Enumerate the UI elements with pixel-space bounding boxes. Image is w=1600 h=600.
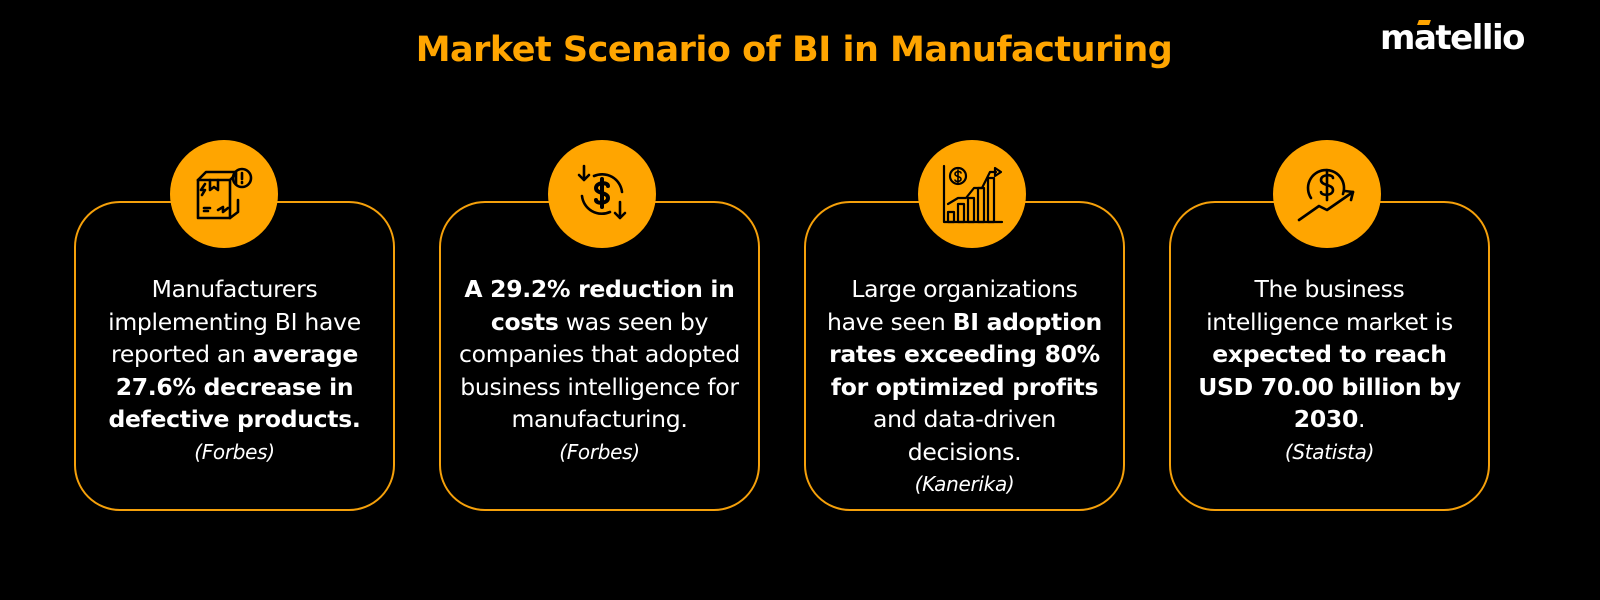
card-text-highlight: A 29.2% reduction in costs	[464, 275, 735, 336]
card-text-regular: Large organizations have seen	[826, 275, 1078, 336]
card-text-regular: The business intelligence market is	[1206, 275, 1453, 336]
card-text-highlight: BI adoption rates exceeding 80% for opti…	[829, 307, 1102, 401]
stat-card-market: The business intelligence market is expe…	[1169, 201, 1490, 511]
card-text: Manufacturers implementing BI have repor…	[76, 273, 393, 468]
card-text-regular: .	[1358, 405, 1366, 433]
matellio-logo: matellio	[1380, 18, 1526, 58]
card-source: (Forbes)	[559, 439, 640, 464]
stat-card-adoption: Large organizations have seen BI adoptio…	[804, 201, 1125, 511]
card-text-highlight: expected to reach USD 70.00 billion by 2…	[1198, 340, 1461, 433]
card-text-highlight: average 27.6% decrease in defective prod…	[108, 340, 361, 433]
profit-growth-chart-icon	[918, 140, 1026, 248]
cost-reduction-dollar-icon	[548, 140, 656, 248]
card-text-regular: was seen by companies that adopted busin…	[459, 307, 740, 434]
card-text: The business intelligence market is expe…	[1171, 273, 1488, 468]
card-text: Large organizations have seen BI adoptio…	[806, 273, 1123, 500]
card-source: (Kanerika)	[914, 472, 1015, 496]
card-text-regular: Manufacturers implementing BI have repor…	[108, 275, 361, 368]
damaged-box-alert-icon	[170, 140, 278, 248]
market-growth-dollar-icon	[1273, 140, 1381, 248]
card-source: (Statista)	[1284, 439, 1375, 464]
logo-accent-letter: a	[1413, 18, 1437, 58]
card-text-regular: and data-driven decisions.	[873, 405, 1056, 466]
card-text: A 29.2% reduction in costs was seen by c…	[441, 273, 758, 468]
logo-text-start: m	[1380, 18, 1415, 58]
card-source: (Forbes)	[194, 439, 275, 464]
logo-text-end: tellio	[1435, 18, 1525, 58]
stat-card-costs: A 29.2% reduction in costs was seen by c…	[439, 201, 760, 511]
page-title: Market Scenario of BI in Manufacturing	[415, 30, 1173, 70]
stat-card-defects: Manufacturers implementing BI have repor…	[74, 201, 395, 511]
